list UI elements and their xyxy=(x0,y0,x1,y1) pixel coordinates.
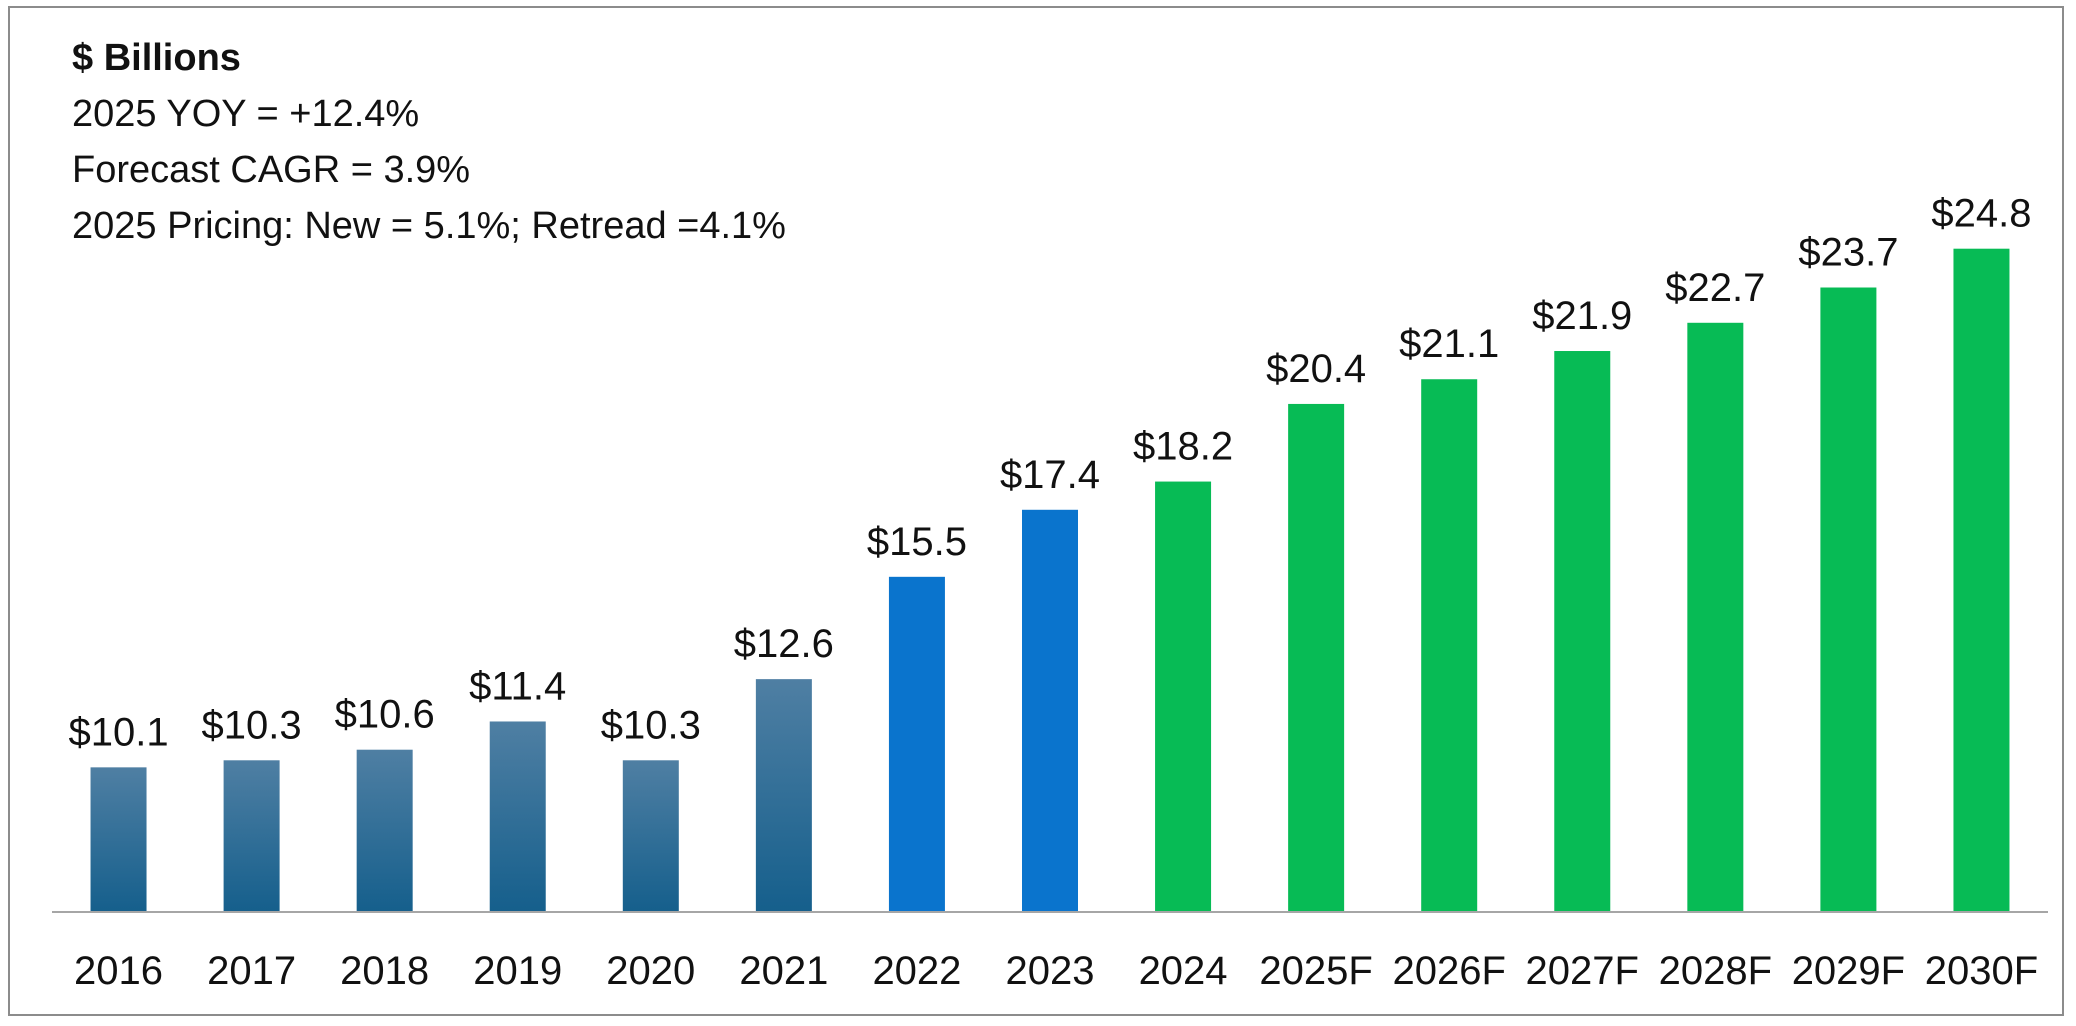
value-label-2019: $11.4 xyxy=(469,664,566,708)
x-tick-label-2018: 2018 xyxy=(340,949,429,993)
value-label-2016: $10.1 xyxy=(68,710,168,754)
x-tick-label-2026F: 2026F xyxy=(1392,949,1505,993)
note-yoy: 2025 YOY = +12.4% xyxy=(72,93,420,135)
x-tick-label-2025F: 2025F xyxy=(1259,949,1372,993)
x-tick-label-2029F: 2029F xyxy=(1792,949,1905,993)
x-tick-label-2028F: 2028F xyxy=(1659,949,1772,993)
value-label-2026F: $21.1 xyxy=(1399,322,1499,366)
bar-2021 xyxy=(755,679,812,912)
bar-2017 xyxy=(223,760,280,912)
bars-group xyxy=(90,248,2010,912)
x-tick-label-2019: 2019 xyxy=(473,949,562,993)
bar-2030F xyxy=(1953,248,2010,912)
value-label-2024: $18.2 xyxy=(1133,425,1233,469)
bar-2028F xyxy=(1687,322,1744,912)
value-labels-group: $10.1 $10.3 $10.6 $11.4 $10.3 $12.6 $15.5 $17.4… xyxy=(68,192,2031,755)
bar-2016 xyxy=(90,767,147,912)
bar-2025F xyxy=(1288,403,1345,912)
value-label-2029F: $23.7 xyxy=(1798,231,1898,275)
x-tick-label-2027F: 2027F xyxy=(1526,949,1639,993)
x-tick-label-2024: 2024 xyxy=(1139,949,1228,993)
x-tick-label-2021: 2021 xyxy=(739,949,828,993)
value-label-2017: $10.3 xyxy=(202,703,302,747)
value-label-2027F: $21.9 xyxy=(1532,294,1632,338)
value-label-2028F: $22.7 xyxy=(1665,266,1765,310)
x-tick-label-2030F: 2030F xyxy=(1925,949,2038,993)
value-label-2025F: $20.4 xyxy=(1266,347,1366,391)
note-cagr: Forecast CAGR = 3.9% xyxy=(72,149,471,191)
x-tick-label-2023: 2023 xyxy=(1006,949,1095,993)
value-label-2018: $10.6 xyxy=(335,693,435,737)
note-pricing: 2025 Pricing: New = 5.1%; Retread =4.1% xyxy=(72,205,786,247)
x-tick-labels-group: 2016 2017 2018 2019 2020 2021 2022 2023 2024 2025… xyxy=(74,949,2038,993)
x-tick-label-2017: 2017 xyxy=(207,949,296,993)
bar-2018 xyxy=(356,749,413,912)
bar-2024 xyxy=(1155,481,1212,912)
x-tick-label-2016: 2016 xyxy=(74,949,163,993)
bar-2027F xyxy=(1554,351,1611,912)
chart-notes: $ Billions 2025 YOY = +12.4% Forecast CA… xyxy=(72,30,786,254)
bar-2022 xyxy=(888,576,945,912)
value-label-2023: $17.4 xyxy=(1000,453,1100,497)
value-label-2020: $10.3 xyxy=(601,703,701,747)
value-label-2030F: $24.8 xyxy=(1931,192,2031,236)
x-tick-label-2022: 2022 xyxy=(872,949,961,993)
bar-2020 xyxy=(622,760,679,912)
value-label-2022: $15.5 xyxy=(867,520,967,564)
bar-2026F xyxy=(1421,379,1478,912)
chart-title: $ Billions xyxy=(72,37,241,79)
value-label-2021: $12.6 xyxy=(734,622,834,666)
x-tick-label-2020: 2020 xyxy=(606,949,695,993)
bar-2023 xyxy=(1022,509,1078,912)
bar-2019 xyxy=(489,721,546,912)
bar-2029F xyxy=(1820,287,1877,912)
